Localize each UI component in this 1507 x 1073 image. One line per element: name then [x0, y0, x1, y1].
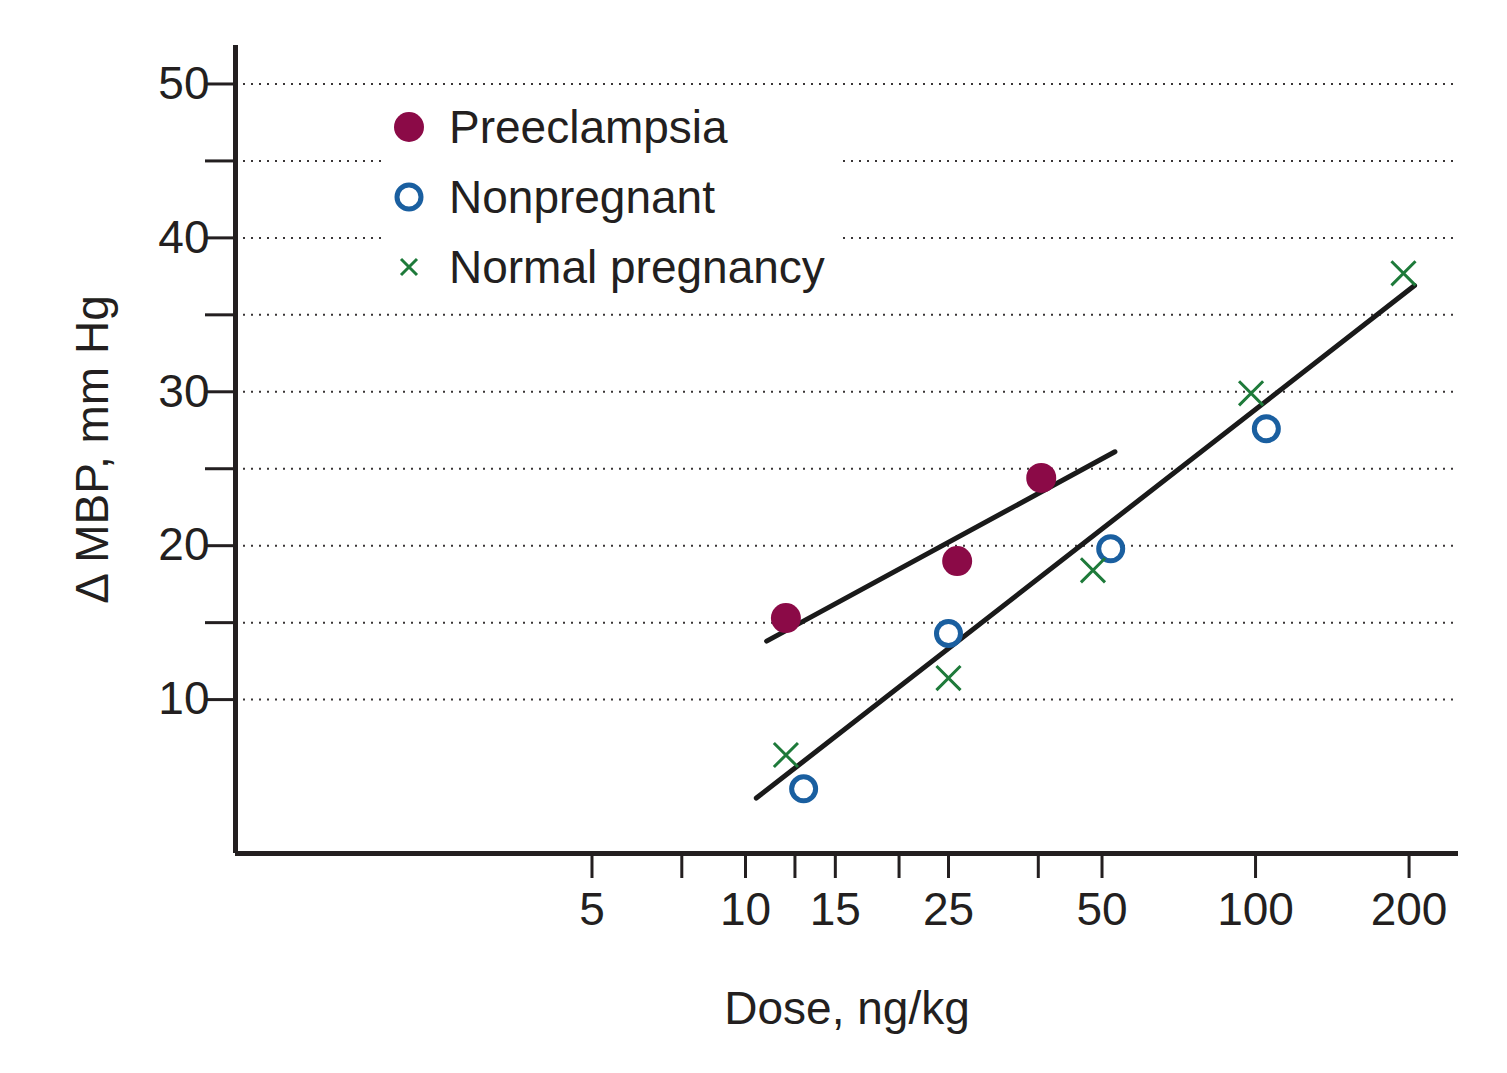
html-text:Normal pregnancy: Normal pregnancy: [449, 241, 825, 293]
svg-text:15: 15: [810, 883, 861, 935]
svg-text:Δ MBP, mm Hg: Δ MBP, mm Hg: [66, 295, 118, 604]
html-text:Nonpregnant: Nonpregnant: [449, 171, 715, 223]
svg-text:Dose, ng/kg: Dose, ng/kg: [724, 982, 969, 1034]
svg-text:40: 40: [158, 211, 209, 263]
svg-text:10: 10: [158, 672, 209, 724]
svg-text:200: 200: [1371, 883, 1448, 935]
svg-text:25: 25: [923, 883, 974, 935]
html-text:Preeclampsia: Preeclampsia: [449, 101, 728, 153]
svg-text:10: 10: [720, 883, 771, 935]
svg-text:20: 20: [158, 518, 209, 570]
svg-text:50: 50: [1076, 883, 1127, 935]
svg-text:50: 50: [158, 57, 209, 109]
svg-text:5: 5: [579, 883, 605, 935]
svg-text:30: 30: [158, 365, 209, 417]
svg-text:100: 100: [1217, 883, 1294, 935]
